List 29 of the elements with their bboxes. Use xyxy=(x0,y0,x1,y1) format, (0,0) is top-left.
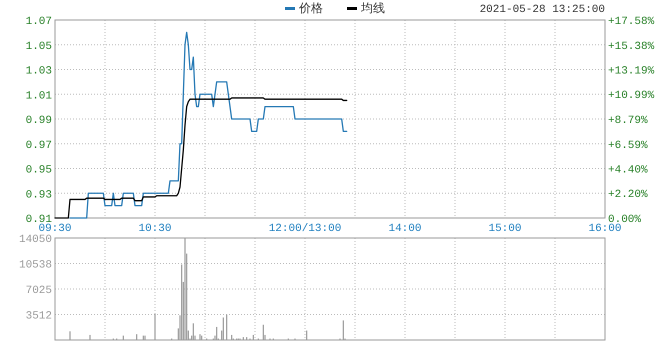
x-tick-label: 16:00 xyxy=(588,223,622,235)
x-tick-label: 15:00 xyxy=(488,223,522,235)
legend-label: 均线 xyxy=(360,1,385,15)
x-tick-label: 12:00/13:00 xyxy=(268,223,342,235)
y2-tick-label: +13.19% xyxy=(608,65,655,78)
y-tick-label: 1.05 xyxy=(26,40,52,53)
y-tick-label: 3512 xyxy=(26,310,52,323)
y-tick-label: 10538 xyxy=(18,259,52,272)
y-tick-label: 0.93 xyxy=(26,189,52,202)
x-tick-label: 14:00 xyxy=(388,223,422,235)
y-tick-label: 0.97 xyxy=(26,140,52,152)
y-tick-label: 14050 xyxy=(18,234,52,246)
x-tick-label: 09:30 xyxy=(38,223,72,235)
y-tick-label: 1.01 xyxy=(26,90,52,102)
y-tick-label: 1.07 xyxy=(26,16,52,28)
y2-tick-label: +15.38% xyxy=(608,40,655,53)
y2-tick-label: +17.58% xyxy=(608,16,655,28)
y-tick-label: 0.99 xyxy=(26,115,52,127)
y2-tick-label: +2.20% xyxy=(608,189,648,202)
legend-label: 价格 xyxy=(298,1,323,15)
y-tick-label: 0.95 xyxy=(26,164,52,176)
y2-tick-label: +6.59% xyxy=(608,140,648,152)
y2-tick-label: +4.40% xyxy=(608,164,648,176)
y2-tick-label: +8.79% xyxy=(608,115,648,127)
text: 2021-05-28 13:25:00 xyxy=(480,4,605,16)
y-tick-label: 7025 xyxy=(26,285,52,297)
x-tick-label: 10:30 xyxy=(138,223,172,235)
y-tick-label: 1.03 xyxy=(26,66,52,78)
y2-tick-label: +10.99% xyxy=(608,90,655,102)
